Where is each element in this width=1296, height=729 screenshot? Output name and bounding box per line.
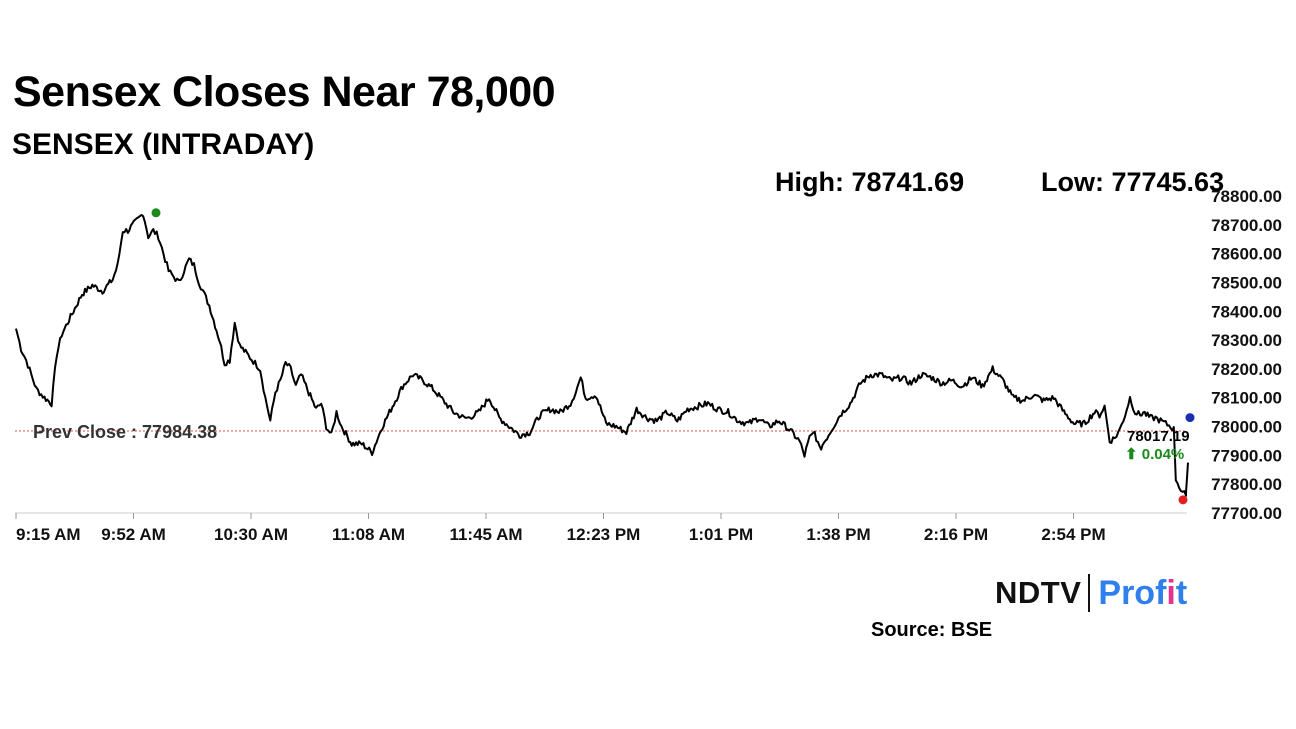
x-tick-label: 2:54 PM [1041, 525, 1105, 544]
last-marker [1185, 413, 1195, 423]
high-marker [151, 208, 161, 218]
x-tick-label: 1:38 PM [806, 525, 870, 544]
sensex-series-line [15, 213, 1189, 497]
y-tick-label: 78500.00 [1211, 273, 1282, 292]
y-tick-label: 78100.00 [1211, 389, 1282, 408]
change-label: ⬆ 0.04% [1125, 446, 1184, 463]
x-tick-label: 2:16 PM [924, 525, 988, 544]
x-tick-label: 12:23 PM [567, 525, 641, 544]
y-tick-label: 78700.00 [1211, 216, 1282, 235]
x-tick-label: 10:30 AM [214, 525, 288, 544]
y-tick-label: 78000.00 [1211, 418, 1282, 437]
chart-subtitle: SENSEX (INTRADAY) [12, 128, 315, 161]
headline: Sensex Closes Near 78,000 [13, 68, 556, 116]
y-tick-label: 78300.00 [1211, 331, 1282, 350]
y-tick-label: 78200.00 [1211, 360, 1282, 379]
logo-separator [1088, 574, 1091, 612]
x-tick-label: 11:45 AM [449, 525, 522, 544]
logo-profit-text: Profit [1098, 573, 1188, 612]
logo-ndtv-text: NDTV [995, 575, 1082, 610]
x-tick-label: 9:15 AM [16, 525, 81, 544]
y-tick-label: 78600.00 [1211, 245, 1282, 264]
x-axis: 9:15 AM 9:52 AM 10:30 AM 11:08 AM 11:45 AM 12… [15, 513, 1106, 544]
y-axis: 78800.00 78700.00 78600.00 78500.00 78400.00… [1211, 187, 1282, 523]
ndtv-profit-logo: NDTV Profit [995, 572, 1187, 614]
y-tick-label: 77800.00 [1211, 475, 1282, 494]
x-tick-label: 1:01 PM [689, 525, 753, 544]
y-tick-label: 77700.00 [1211, 504, 1282, 523]
x-tick-label: 11:08 AM [332, 525, 405, 544]
x-tick-label: 9:52 AM [101, 525, 166, 544]
prev-close-label: Prev Close : 77984.38 [33, 422, 217, 442]
low-marker [1178, 495, 1188, 505]
y-tick-label: 77900.00 [1211, 446, 1282, 465]
y-tick-label: 78400.00 [1211, 302, 1282, 321]
low-label: Low: 77745.63 [1041, 167, 1225, 197]
high-label: High: 78741.69 [775, 167, 965, 197]
last-value-label: 78017.19 [1127, 428, 1190, 445]
source-label: Source: BSE [871, 619, 993, 641]
y-tick-label: 78800.00 [1211, 187, 1282, 206]
